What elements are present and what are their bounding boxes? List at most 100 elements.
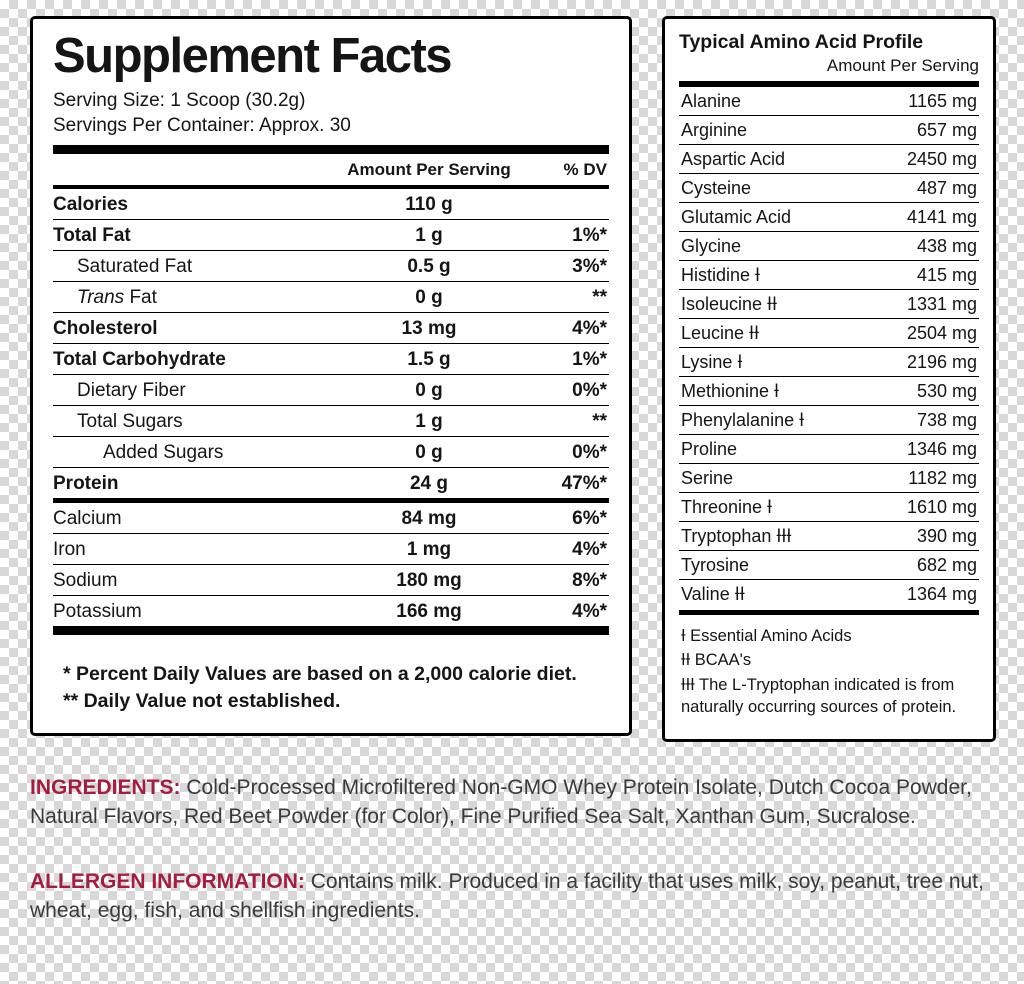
nutrition-row: Iron 1 mg 4%* xyxy=(53,534,609,565)
nutrient-amount: 0 g xyxy=(415,379,443,401)
ingredients-text: Cold-Processed Microfiltered Non-GMO Whe… xyxy=(30,776,972,828)
nutrient-dv: 0%* xyxy=(572,441,607,463)
amino-row: Serine 1182 mg xyxy=(679,464,979,493)
amino-row: Tyrosine 682 mg xyxy=(679,551,979,580)
supplement-facts-title: Supplement Facts xyxy=(53,29,453,83)
nutrient-name: Dietary Fiber xyxy=(77,379,186,401)
nutrition-row: Cholesterol 13 mg 4%* xyxy=(53,313,609,344)
nutrient-amount: 0 g xyxy=(415,286,443,308)
amino-footnote: ƗƗ BCAA's xyxy=(681,651,752,670)
amino-name: Glycine xyxy=(681,236,742,256)
amino-amount: 2504 mg xyxy=(906,323,977,343)
amino-row: Methionine Ɨ 530 mg xyxy=(679,377,979,406)
amino-name: Isoleucine ƗƗ xyxy=(681,294,778,314)
nutrition-row: Sodium 180 mg 8%* xyxy=(53,565,609,596)
nutrient-name: Potassium xyxy=(53,600,142,622)
amino-amount: 738 mg xyxy=(916,410,977,430)
ingredients-paragraph: INGREDIENTS: Cold-Processed Microfiltere… xyxy=(30,774,986,832)
percent-dv-header: % DV xyxy=(563,160,607,180)
nutrient-dv: ** xyxy=(592,286,607,308)
nutrient-name: Saturated Fat xyxy=(77,255,193,277)
amino-name: Lysine Ɨ xyxy=(681,352,743,372)
amino-row: Isoleucine ƗƗ 1331 mg xyxy=(679,290,979,319)
amino-name: Histidine Ɨ xyxy=(681,265,761,285)
amino-row: Lysine Ɨ 2196 mg xyxy=(679,348,979,377)
amino-row: Alanine 1165 mg xyxy=(679,87,979,116)
amino-name: Serine xyxy=(681,468,734,488)
nutrient-name: Total Carbohydrate xyxy=(53,348,226,370)
amino-name: Arginine xyxy=(681,120,748,140)
nutrition-row: Calcium 84 mg 6%* xyxy=(53,503,609,534)
amino-row: Cysteine 487 mg xyxy=(679,174,979,203)
amino-name: Tryptophan ƗƗƗ xyxy=(681,526,792,546)
amino-row: Threonine Ɨ 1610 mg xyxy=(679,493,979,522)
amino-name: Methionine Ɨ xyxy=(681,381,780,401)
amino-amount: 4141 mg xyxy=(906,207,977,227)
servings-per-container: Servings Per Container: Approx. 30 xyxy=(53,115,351,137)
amino-amount: 2450 mg xyxy=(906,149,977,169)
footnote: ** Daily Value not established. xyxy=(63,689,341,712)
amino-name: Aspartic Acid xyxy=(681,149,786,169)
amino-amount: 530 mg xyxy=(916,381,977,401)
nutrient-amount: 13 mg xyxy=(401,317,457,339)
amino-name: Valine ƗƗ xyxy=(681,584,745,604)
nutrient-name: Calories xyxy=(53,193,128,215)
nutrient-amount: 180 mg xyxy=(396,569,462,591)
amino-amount: 1364 mg xyxy=(906,584,977,604)
nutrition-row: Total Carbohydrate 1.5 g 1%* xyxy=(53,344,609,375)
amino-name: Threonine Ɨ xyxy=(681,497,773,517)
nutrient-dv: 1%* xyxy=(572,348,607,370)
nutrient-amount: 1.5 g xyxy=(407,348,451,370)
nutrient-dv: 47%* xyxy=(561,472,607,494)
amino-row: Aspartic Acid 2450 mg xyxy=(679,145,979,174)
nutrition-row: Total Fat 1 g 1%* xyxy=(53,220,609,251)
nutrient-amount: 1 g xyxy=(415,410,443,432)
amino-name: Tyrosine xyxy=(681,555,750,575)
amino-row: Arginine 657 mg xyxy=(679,116,979,145)
nutrient-dv: 8%* xyxy=(572,569,607,591)
nutrient-amount: 166 mg xyxy=(396,600,462,622)
thick-divider xyxy=(679,81,979,87)
nutrient-dv: ** xyxy=(592,410,607,432)
amino-amount: 415 mg xyxy=(916,265,977,285)
nutrient-amount: 110 g xyxy=(405,193,453,215)
nutrition-row: Calories 110 g xyxy=(53,189,609,220)
nutrition-row: Potassium 166 mg 4%* xyxy=(53,596,609,635)
thick-divider xyxy=(679,610,979,615)
nutrition-row: Saturated Fat 0.5 g 3%* xyxy=(53,251,609,282)
nutrient-dv: 4%* xyxy=(572,317,607,339)
allergen-text: Contains milk. Produced in a facility th… xyxy=(30,869,984,922)
amino-row: Tryptophan ƗƗƗ 390 mg xyxy=(679,522,979,551)
amino-amount: 2196 mg xyxy=(906,352,977,372)
nutrient-name: Trans Fat xyxy=(77,286,157,308)
amino-name: Alanine xyxy=(681,91,742,111)
amino-profile-title: Typical Amino Acid Profile xyxy=(679,31,924,53)
nutrient-name: Calcium xyxy=(53,507,122,529)
amino-row: Valine ƗƗ 1364 mg xyxy=(679,580,979,608)
allergen-heading: ALLERGEN INFORMATION: xyxy=(30,869,305,893)
amino-acid-panel: Typical Amino Acid Profile Amount Per Se… xyxy=(662,16,996,742)
allergen-paragraph: ALLERGEN INFORMATION: Contains milk. Pro… xyxy=(30,868,986,926)
nutrition-row: Added Sugars 0 g 0%* xyxy=(53,437,609,468)
nutrition-row: Trans Fat 0 g ** xyxy=(53,282,609,313)
nutrient-name: Total Sugars xyxy=(77,410,183,432)
amino-amount: 1346 mg xyxy=(906,439,977,459)
amino-row: Phenylalanine Ɨ 738 mg xyxy=(679,406,979,435)
amino-name: Phenylalanine Ɨ xyxy=(681,410,805,430)
nutrient-name: Protein xyxy=(53,472,119,494)
nutrient-dv: 3%* xyxy=(572,255,607,277)
nutrition-row: Dietary Fiber 0 g 0%* xyxy=(53,375,609,406)
amino-name: Leucine ƗƗ xyxy=(681,323,760,343)
amino-name: Cysteine xyxy=(681,178,752,198)
amount-per-serving-header: Amount Per Serving xyxy=(347,160,511,180)
nutrient-dv: 6%* xyxy=(572,507,607,529)
amino-amount: 682 mg xyxy=(916,555,977,575)
amino-amount: 657 mg xyxy=(916,120,977,140)
nutrient-dv: 1%* xyxy=(572,224,607,246)
serving-size: Serving Size: 1 Scoop (30.2g) xyxy=(53,90,306,112)
nutrient-amount: 24 g xyxy=(409,472,449,494)
amino-subtitle: Amount Per Serving xyxy=(826,56,979,75)
supplement-facts-panel: Supplement Facts Serving Size: 1 Scoop (… xyxy=(30,16,632,736)
nutrient-amount: 0.5 g xyxy=(407,255,451,277)
supplement-footnotes: * Percent Daily Values are based on a 2,… xyxy=(53,663,609,713)
